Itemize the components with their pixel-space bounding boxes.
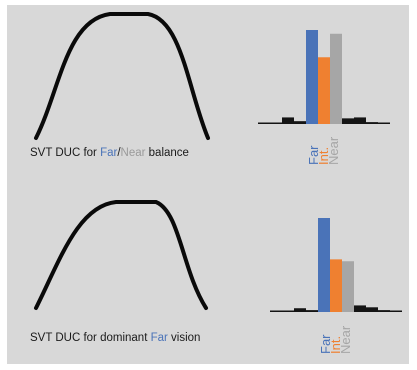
bar-other-7 [354,305,366,312]
caption-balance-near: Near [120,147,146,159]
bar-other-1 [270,122,282,124]
bar-label-near: Near [338,325,353,354]
bar-far [318,218,330,312]
bar-other-10 [378,122,390,124]
bar-other-10 [390,310,402,312]
bar-int [330,259,342,312]
bar-near [342,261,354,312]
caption-balance-slash: / [117,147,121,159]
bar-other-2 [282,117,294,124]
bar-other-9 [366,122,378,124]
bar-other-8 [354,117,366,124]
bar-chart-dominant-far [270,218,402,312]
caption-dominant-far: SVT DUC for dominant Far vision [30,332,200,344]
bar-labels-dominant-far: Far Int. Near [318,274,361,354]
bar-int [318,57,330,125]
bar-other-2 [294,308,306,312]
bar-other-0 [270,310,282,312]
bar-chart-balance [258,30,390,125]
caption-dominant-prefix: SVT DUC for dominant [30,332,151,344]
bar-other-0 [258,122,270,124]
bar-other-3 [306,310,318,312]
caption-balance: SVT DUC for Far/Near balance [30,147,189,159]
bar-other-3 [294,121,306,124]
caption-dominant-suffix: vision [167,332,201,344]
bar-labels-balance: Far Int. Near [306,85,349,165]
bar-other-9 [378,310,390,312]
caption-balance-far: Far [100,147,118,159]
bar-other-1 [282,310,294,312]
bar-near [330,33,342,125]
bar-other-7 [342,118,354,124]
defocus-curve-balance [34,12,210,140]
bar-other-8 [366,307,378,312]
caption-dominant-far-word: Far [150,332,168,344]
caption-balance-prefix: SVT DUC for [30,147,101,159]
defocus-curve-dominant-far [34,200,208,310]
bar-label-near: Near [326,136,341,165]
caption-balance-suffix: balance [145,147,189,159]
bar-far [306,30,318,124]
